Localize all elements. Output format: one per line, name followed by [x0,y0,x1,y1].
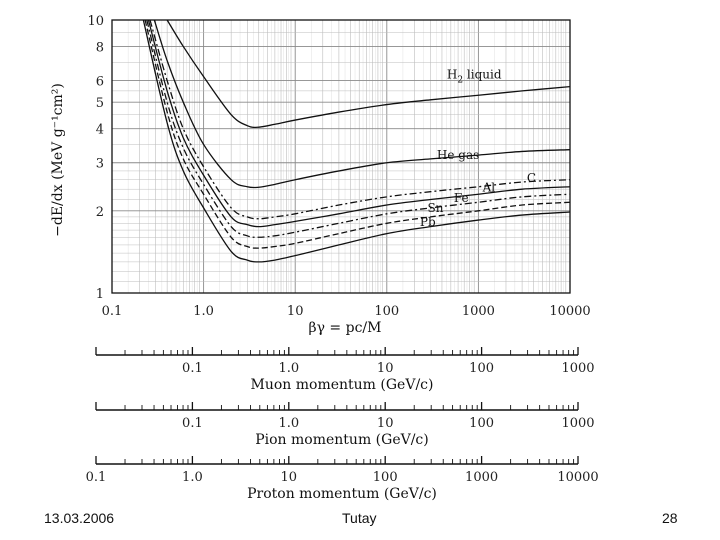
y-tick-label: 4 [96,123,104,138]
x-tick-label: 1.0 [193,304,214,319]
curve-label-sn: Sn [428,201,444,215]
footer-date: 13.03.2006 [44,510,115,526]
scale-tick-label: 1.0 [278,361,299,376]
footer-page-number: 28 [662,510,678,526]
curve-c [149,20,570,220]
scale-tick-label: 10 [377,361,394,376]
curve-pb [142,20,570,263]
x-axis-title: βγ = pc/M [309,320,382,336]
curve-h2-liquid [166,20,570,129]
y-tick-label: 3 [96,157,104,172]
y-tick-label: 1 [96,287,104,302]
curve-fe [146,20,570,238]
scale-title: Proton momentum (GeV/c) [247,486,437,502]
scale-tick-label: 1.0 [278,416,299,431]
scale-title: Muon momentum (GeV/c) [251,377,434,393]
scale-tick-label: 0.1 [182,416,203,431]
y-tick-label: 6 [96,75,104,90]
y-axis-title: −dE/dx (MeV g⁻¹cm²) [50,83,66,237]
plot-border [111,19,571,294]
footer-author: Tutay [342,510,377,526]
curve-sn [144,20,570,249]
x-tick-label: 1000 [462,304,495,319]
scale-tick-label: 1000 [561,361,594,376]
curve-label-pb: Pb [420,215,436,229]
x-tick-label: 0.1 [102,304,123,319]
scale-tick-label: 10 [281,470,298,485]
plot-grid [111,19,570,294]
x-tick-label: 10000 [549,304,590,319]
scale-tick-label: 100 [469,416,494,431]
curve-label-fe: Fe [454,191,469,205]
scale-tick-label: 1.0 [182,470,203,485]
y-tick-label: 10 [87,14,104,29]
curve-label-c: C [527,171,536,185]
scale-title: Pion momentum (GeV/c) [255,432,429,448]
curve-label-he-gas: He gas [437,148,479,162]
plot-frame [111,19,571,294]
momentum-scale: 0.1 1.0 10 100 1000 Muon momentum (GeV/c) [95,347,595,393]
curve-label-h2-liquid: H2 liquid [447,68,502,86]
momentum-scale: 0.1 1.0 10 100 1000 Pion momentum (GeV/c) [95,402,595,448]
curve-he-gas [153,20,570,189]
scale-tick-label: 100 [469,361,494,376]
curve-al [147,20,570,228]
scale-tick-label: 0.1 [182,361,203,376]
y-tick-label: 2 [96,205,104,220]
curve-label-al: Al [482,181,496,195]
scale-tick-label: 1000 [561,416,594,431]
scale-tick-label: 100 [373,470,398,485]
scale-tick-label: 10 [377,416,394,431]
y-tick-label: 8 [96,40,104,55]
x-tick-label: 10 [287,304,304,319]
plot-curves [142,20,570,263]
scale-tick-label: 1000 [465,470,498,485]
x-tick-label: 100 [374,304,399,319]
scale-tick-label: 10000 [557,470,598,485]
scale-tick-label: 0.1 [86,470,107,485]
y-tick-label: 5 [96,96,104,111]
momentum-scale: 0.1 1.0 10 100 1000 10000 Proton momentum (GeV… [86,456,599,502]
momentum-scales: 0.1 1.0 10 100 1000 Muon momentum (GeV/c) 0.1 1… [86,347,599,502]
plot-tick-labels: 0.1 1.0 10 100 1000 10000 1 2 3 4 5 6 8 10 [87,14,590,319]
